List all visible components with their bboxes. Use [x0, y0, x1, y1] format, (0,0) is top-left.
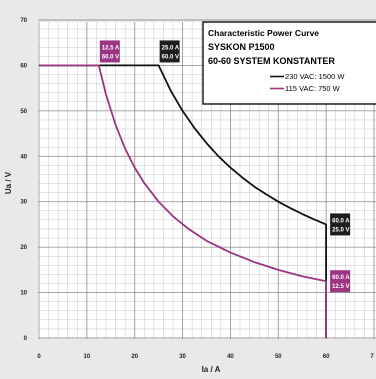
y-axis-title: Ua / V	[4, 171, 13, 194]
chart-title-line: 60-60 SYSTEM KONSTANTER	[208, 56, 335, 66]
x-tick-label: 40	[227, 354, 234, 360]
value-label-bg	[330, 270, 351, 293]
value-label-bg	[159, 40, 180, 63]
value-label-1: 25.0 A 60.0 V	[159, 40, 180, 63]
y-tick-label: 50	[20, 109, 27, 115]
value-label-bg	[330, 213, 351, 236]
value-label-text: 60.0 V	[102, 54, 119, 60]
x-tick-label: 60	[323, 354, 330, 360]
value-label-3: 60.0 A 12.5 V	[330, 270, 351, 293]
value-label-text: 12.5 A	[102, 45, 120, 51]
x-tick-label: 7	[370, 354, 374, 360]
value-label-bg	[99, 40, 120, 63]
x-axis-title: Ia / A	[202, 365, 221, 374]
title-legend-box: Characteristic Power Curve SYSKON P1500 60…	[202, 21, 376, 105]
grid	[38, 19, 376, 339]
series-line-0	[39, 64, 327, 338]
y-tick-label: 30	[20, 200, 27, 206]
value-label-text: 60.0 A	[332, 275, 350, 281]
y-tick-label: 60	[20, 63, 27, 69]
y-tick-label: 40	[20, 154, 27, 160]
value-label-text: 60.0 V	[162, 54, 179, 60]
x-tick-label: 0	[37, 354, 41, 360]
value-label-text: 12.5 V	[332, 284, 349, 290]
chart-title-line: SYSKON P1500	[208, 42, 275, 52]
value-label-0: 12.5 A 60.0 V	[99, 40, 120, 63]
series-line-1	[39, 64, 327, 338]
x-tick-label: 30	[179, 354, 186, 360]
value-label-text: 25.0 A	[162, 45, 180, 51]
value-label-2: 60.0 A 25.0 V	[330, 213, 351, 236]
x-tick-label: 20	[131, 354, 138, 360]
y-tick-label: 10	[20, 291, 27, 297]
y-tick-label: 20	[20, 245, 27, 251]
legend-entry: 115 VAC: 750 W	[285, 84, 341, 93]
x-tick-label: 10	[84, 354, 91, 360]
value-label-text: 60.0 A	[332, 218, 350, 224]
y-tick-label: 70	[20, 18, 27, 24]
value-label-text: 25.0 V	[332, 227, 349, 233]
title-box-frame	[202, 21, 376, 105]
chart-title-line: Characteristic Power Curve	[208, 28, 319, 38]
x-tick-label: 50	[275, 354, 282, 360]
legend-entry: 230 VAC: 1500 W	[285, 72, 345, 81]
y-tick-label: 0	[24, 336, 28, 342]
